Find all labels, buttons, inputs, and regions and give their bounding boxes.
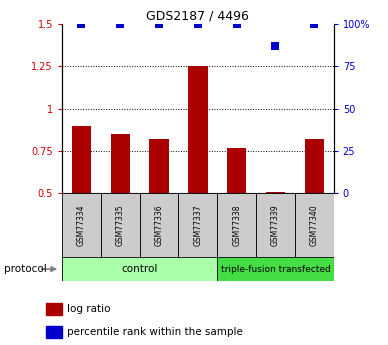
Text: triple-fusion transfected: triple-fusion transfected [221,265,330,274]
Bar [62,257,217,281]
Bar [140,193,178,257]
Text: log ratio: log ratio [68,304,111,314]
Bar [46,303,62,315]
Bar [149,139,169,193]
Text: GSM77338: GSM77338 [232,204,241,246]
Point [272,43,279,49]
Bar [295,193,334,257]
Title: GDS2187 / 4496: GDS2187 / 4496 [146,10,249,23]
Point [117,21,123,27]
Text: GSM77340: GSM77340 [310,204,319,246]
Point [195,21,201,27]
Text: control: control [121,264,158,274]
Point [311,21,317,27]
Bar [178,193,217,257]
Bar [62,193,101,257]
Bar [46,326,62,338]
Bar [217,257,334,281]
Point [78,21,85,27]
Bar [72,126,91,193]
Text: GSM77334: GSM77334 [77,204,86,246]
Bar [256,193,295,257]
Text: GSM77335: GSM77335 [116,204,125,246]
Bar [227,148,246,193]
Bar [217,193,256,257]
Bar [111,134,130,193]
Bar [305,139,324,193]
Bar [188,66,208,193]
Text: GSM77339: GSM77339 [271,204,280,246]
Text: GSM77336: GSM77336 [154,204,164,246]
Point [234,21,240,27]
Point [156,21,162,27]
Bar [101,193,140,257]
Text: protocol: protocol [4,264,47,274]
Text: percentile rank within the sample: percentile rank within the sample [68,327,243,337]
Text: GSM77337: GSM77337 [193,204,203,246]
